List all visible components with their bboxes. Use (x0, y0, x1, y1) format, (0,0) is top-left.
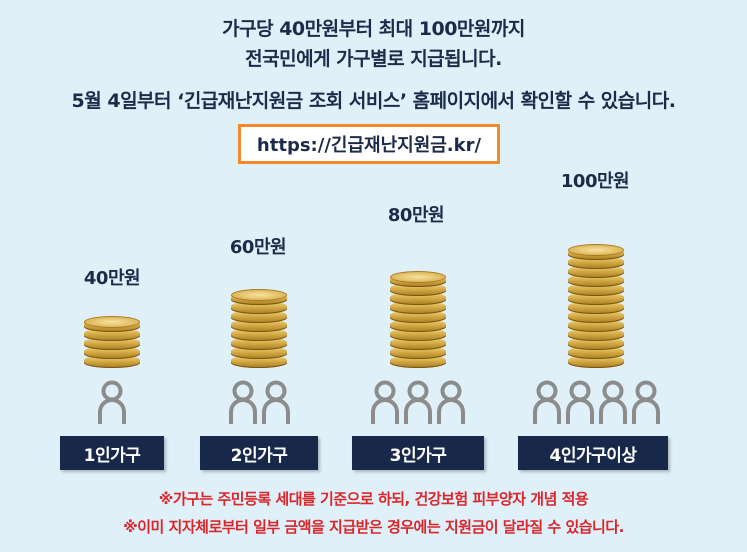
person-icon (532, 380, 562, 430)
amount-label-4: 100만원 (560, 171, 630, 192)
person-icon (565, 380, 595, 430)
headline-line1: 가구당 40만원부터 최대 100만원까지 (222, 18, 525, 40)
url-box[interactable]: https://긴급재난지원금.kr/ (238, 124, 500, 164)
person-icon (403, 380, 433, 430)
note-household-definition: ※가구는 주민등록 세대를 기준으로 하되, 건강보험 피부양자 개념 적용 (158, 490, 589, 508)
coin-stack-1 (84, 315, 140, 368)
url-text[interactable]: https://긴급재난지원금.kr/ (256, 135, 482, 156)
person-icon (97, 380, 127, 430)
coin-top (84, 316, 140, 328)
person-icon (436, 380, 466, 430)
coin-top (568, 244, 624, 256)
person-icon (631, 380, 661, 430)
coin-top (231, 289, 287, 301)
label-3-person: 3인가구 (352, 436, 484, 470)
amount-label-3: 80만원 (387, 205, 445, 226)
label-2-person: 2인가구 (200, 436, 318, 470)
person-icon (598, 380, 628, 430)
label-4-person: 4인가구이상 (518, 436, 668, 470)
person-icon (370, 380, 400, 430)
coin-stack-4 (568, 243, 624, 368)
label-1-person: 1인가구 (60, 436, 164, 470)
headline-line3: 5월 4일부터 ‘긴급재난지원금 조회 서비스’ 홈페이지에서 확인할 수 있습… (71, 90, 676, 112)
headline-line2: 전국민에게 가구별로 지급됩니다. (245, 48, 502, 70)
person-icon (261, 380, 291, 430)
amount-label-2: 60만원 (229, 237, 287, 258)
coin-top (390, 271, 446, 283)
coin-stack-3 (390, 270, 446, 368)
amount-label-1: 40만원 (83, 268, 141, 289)
note-amount-variation: ※이미 지자체로부터 일부 금액을 지급받은 경우에는 지원금이 달라질 수 있… (123, 518, 624, 536)
person-icon (228, 380, 258, 430)
coin-stack-2 (231, 288, 287, 368)
